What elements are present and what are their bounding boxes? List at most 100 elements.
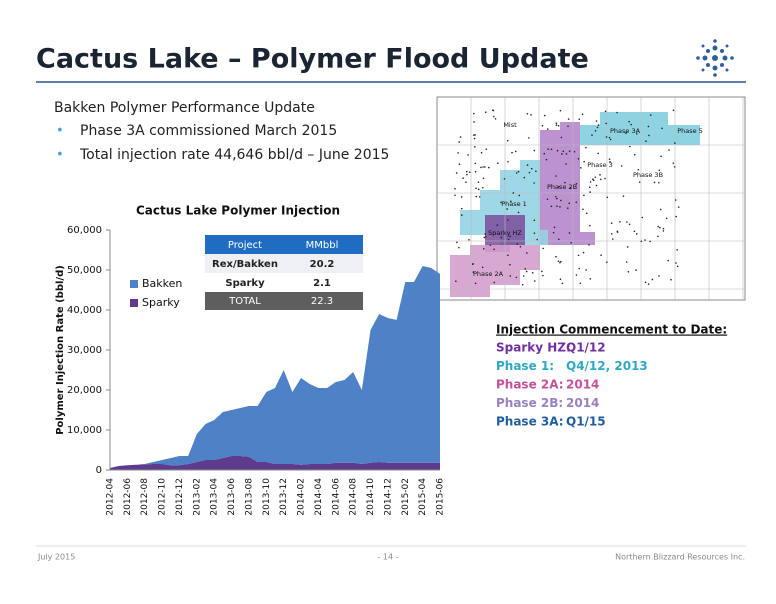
well [454, 194, 456, 197]
well [559, 278, 562, 281]
well [474, 133, 476, 136]
well [509, 263, 511, 266]
well [473, 121, 475, 123]
well [503, 178, 506, 180]
well [475, 195, 478, 198]
well [465, 181, 467, 183]
well [565, 163, 567, 165]
well [555, 175, 557, 177]
x-tick-label: 2014-04 [314, 478, 324, 516]
bullet: Phase 3A commissioned March 2015 [80, 123, 337, 139]
well [628, 223, 631, 226]
well [568, 150, 571, 152]
well [482, 248, 485, 250]
well [497, 162, 499, 165]
well [589, 224, 591, 227]
well [473, 112, 475, 115]
well [507, 161, 509, 163]
legend-swatch [130, 299, 138, 307]
well [455, 172, 458, 174]
x-tick-label: 2012-10 [158, 478, 168, 516]
x-tick-label: 2012-04 [106, 478, 116, 516]
well [541, 270, 543, 273]
phase-2b-area [540, 122, 595, 245]
well [482, 166, 484, 168]
well [458, 246, 460, 249]
well [467, 154, 469, 156]
well [616, 111, 618, 114]
well [509, 275, 512, 277]
table-cell: Sparky [225, 278, 265, 289]
well [523, 176, 526, 179]
well [455, 280, 457, 283]
well [620, 165, 623, 167]
well [515, 276, 518, 279]
well [608, 158, 611, 160]
phase-1-area [460, 160, 548, 245]
subtitle: Bakken Polymer Performance Update [54, 100, 315, 116]
well [673, 166, 676, 168]
well [478, 196, 481, 198]
well [459, 136, 462, 138]
well [665, 217, 668, 220]
x-tick-label: 2015-06 [436, 478, 446, 516]
well [662, 227, 665, 230]
well [550, 148, 553, 151]
injection-value: 2014 [566, 396, 599, 410]
x-tick-label: 2012-08 [140, 478, 150, 516]
well [597, 152, 600, 155]
well [641, 216, 644, 219]
well [507, 254, 509, 257]
well [568, 232, 571, 234]
well [458, 141, 460, 143]
well [582, 208, 584, 211]
well [638, 181, 641, 183]
well [474, 170, 477, 173]
well [592, 179, 595, 182]
well [575, 274, 578, 276]
x-tick-label: 2013-02 [192, 478, 202, 516]
well [561, 282, 564, 285]
well [600, 254, 602, 256]
well [510, 200, 512, 203]
well [653, 181, 656, 184]
well [483, 236, 486, 239]
map: Mist Phase 3A Phase 5 Phase 3 Phase 3B Phase … [436, 96, 746, 301]
well [648, 134, 650, 137]
footer-page: - 14 - [377, 553, 398, 562]
well [472, 271, 475, 273]
table-cell: 22.3 [311, 296, 333, 307]
well [675, 262, 677, 264]
well [649, 240, 651, 243]
well [524, 268, 527, 270]
well [557, 124, 560, 127]
well [474, 282, 477, 285]
well [458, 163, 461, 166]
well [559, 261, 561, 264]
well [672, 162, 675, 164]
well [622, 195, 625, 197]
well [466, 173, 468, 176]
well [557, 260, 560, 262]
y-tick-label: 50,000 [67, 265, 102, 276]
well [533, 232, 536, 234]
well [542, 247, 544, 250]
well [482, 177, 485, 180]
well [496, 224, 499, 226]
well [465, 170, 468, 173]
well [477, 188, 480, 191]
well [485, 235, 487, 238]
well [485, 148, 488, 150]
well [507, 238, 510, 241]
well [559, 206, 561, 208]
footer-company: Northern Blizzard Resources Inc. [615, 553, 745, 562]
well [647, 283, 650, 285]
well [500, 236, 503, 239]
map-label: Phase 3A [610, 127, 641, 135]
well [659, 226, 661, 229]
well [606, 261, 608, 263]
injection-value: Q1/12 [566, 341, 606, 355]
well [625, 261, 628, 263]
